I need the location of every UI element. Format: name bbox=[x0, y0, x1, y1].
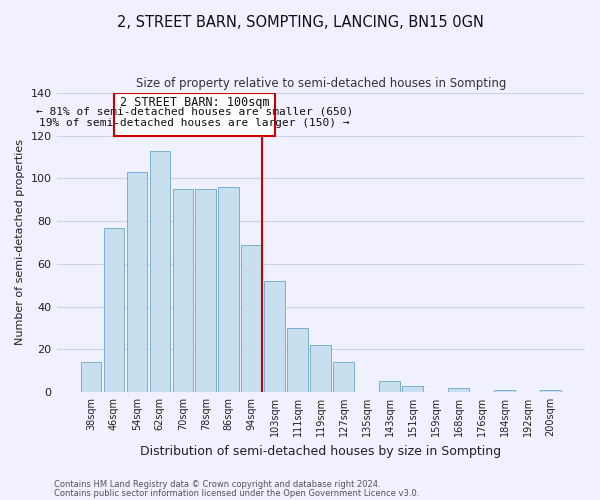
Bar bbox=[80, 362, 101, 392]
Bar bbox=[265, 281, 285, 392]
Bar bbox=[196, 189, 216, 392]
Bar bbox=[241, 244, 262, 392]
Text: Contains public sector information licensed under the Open Government Licence v3: Contains public sector information licen… bbox=[54, 488, 419, 498]
Bar bbox=[494, 390, 515, 392]
Bar bbox=[540, 390, 561, 392]
Bar bbox=[334, 362, 354, 392]
Bar bbox=[149, 150, 170, 392]
Text: 19% of semi-detached houses are larger (150) →: 19% of semi-detached houses are larger (… bbox=[39, 118, 350, 128]
Text: 2 STREET BARN: 100sqm: 2 STREET BARN: 100sqm bbox=[119, 96, 269, 110]
Y-axis label: Number of semi-detached properties: Number of semi-detached properties bbox=[15, 140, 25, 346]
Bar bbox=[287, 328, 308, 392]
Text: Contains HM Land Registry data © Crown copyright and database right 2024.: Contains HM Land Registry data © Crown c… bbox=[54, 480, 380, 489]
Bar bbox=[173, 189, 193, 392]
X-axis label: Distribution of semi-detached houses by size in Sompting: Distribution of semi-detached houses by … bbox=[140, 444, 502, 458]
Title: Size of property relative to semi-detached houses in Sompting: Size of property relative to semi-detach… bbox=[136, 78, 506, 90]
FancyBboxPatch shape bbox=[114, 93, 275, 136]
Bar bbox=[379, 382, 400, 392]
Bar bbox=[310, 345, 331, 392]
Text: 2, STREET BARN, SOMPTING, LANCING, BN15 0GN: 2, STREET BARN, SOMPTING, LANCING, BN15 … bbox=[116, 15, 484, 30]
Text: ← 81% of semi-detached houses are smaller (650): ← 81% of semi-detached houses are smalle… bbox=[36, 107, 353, 117]
Bar bbox=[403, 386, 423, 392]
Bar bbox=[448, 388, 469, 392]
Bar bbox=[127, 172, 147, 392]
Bar bbox=[218, 187, 239, 392]
Bar bbox=[104, 228, 124, 392]
